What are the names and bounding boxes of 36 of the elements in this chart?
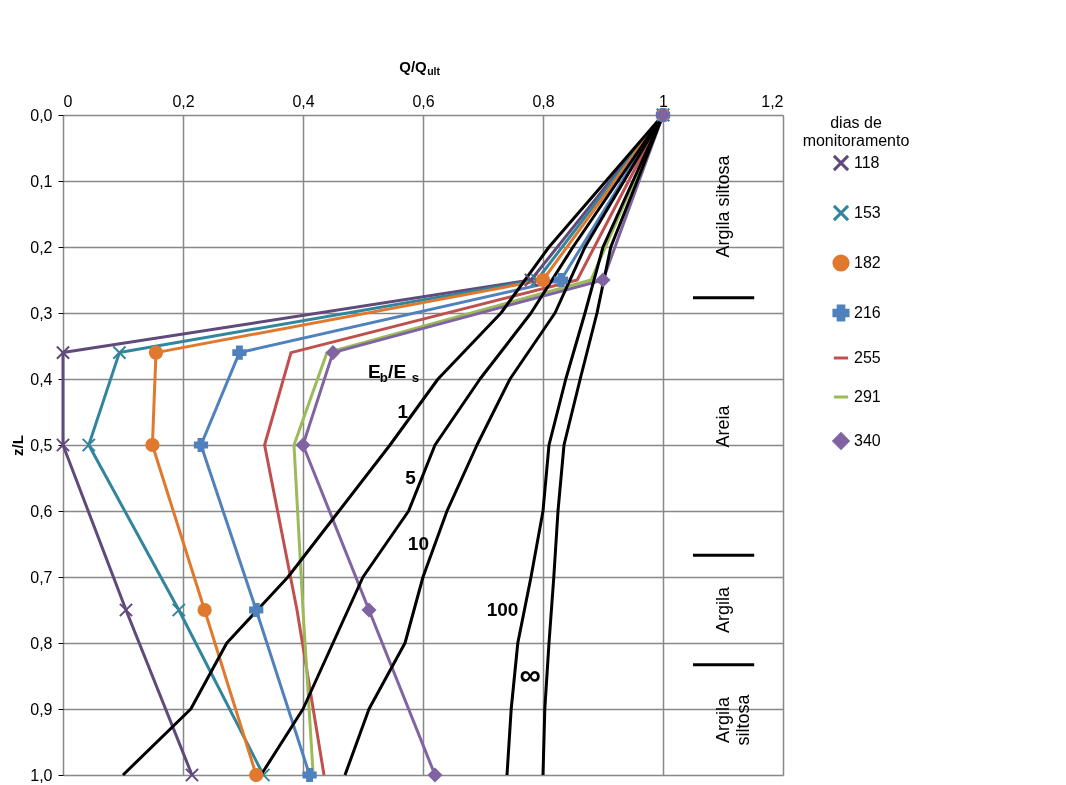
y-tick-label: 0,6 [30,502,53,520]
x-tick-label: 1 [659,92,669,110]
y-tick-label: 0,9 [30,700,53,718]
x-tick-label: 1,2 [761,92,784,110]
series-label: 5 [405,467,417,488]
y-axis-title: z/L [9,435,27,456]
legend-label: 291 [854,388,881,405]
x-tick-label: 0,2 [172,92,195,110]
y-tick-label: 0,5 [30,436,53,454]
legend-label: 340 [854,432,881,449]
y-tick-label: 0,7 [30,568,53,586]
annotation: Argila [712,586,733,634]
y-tick-label: 1,0 [30,766,53,784]
x-tick-label: 0,4 [292,92,315,110]
x-tick-label: 0,8 [532,92,555,110]
series-label: 10 [407,533,429,554]
annotation: Argila siltosa [712,693,753,746]
x-tick-label: 0,6 [412,92,435,110]
legend-label: 255 [854,349,881,366]
series-label: 100 [486,599,519,620]
legend-title: dias de monitoramento [802,114,910,149]
y-tick-label: 0,0 [30,106,53,124]
y-tick-label: 0,2 [30,238,53,256]
series-label: 1 [397,401,409,422]
y-tick-label: 0,4 [30,370,53,388]
y-tick-label: 0,8 [30,634,53,652]
annotation: Areia [712,404,733,448]
x-tick-label: 0 [63,92,73,110]
y-tick-label: 0,1 [30,172,53,190]
y-tick-label: 0,3 [30,304,53,322]
series-label: ∞ [519,658,541,691]
legend-label: 182 [854,254,881,271]
legend-label: 153 [854,204,881,221]
annotation: Argila siltosa [712,154,733,258]
legend-label: 118 [854,154,880,171]
legend-label: 216 [854,304,881,321]
